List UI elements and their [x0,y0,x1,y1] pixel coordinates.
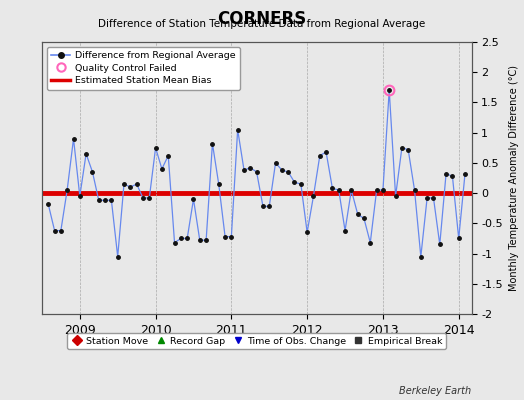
Text: Difference of Station Temperature Data from Regional Average: Difference of Station Temperature Data f… [99,19,425,29]
Text: CORNERS: CORNERS [217,10,307,28]
Legend: Station Move, Record Gap, Time of Obs. Change, Empirical Break: Station Move, Record Gap, Time of Obs. C… [68,333,446,349]
Y-axis label: Monthly Temperature Anomaly Difference (°C): Monthly Temperature Anomaly Difference (… [508,65,519,291]
Legend: Difference from Regional Average, Quality Control Failed, Estimated Station Mean: Difference from Regional Average, Qualit… [47,47,241,90]
Text: Berkeley Earth: Berkeley Earth [399,386,472,396]
